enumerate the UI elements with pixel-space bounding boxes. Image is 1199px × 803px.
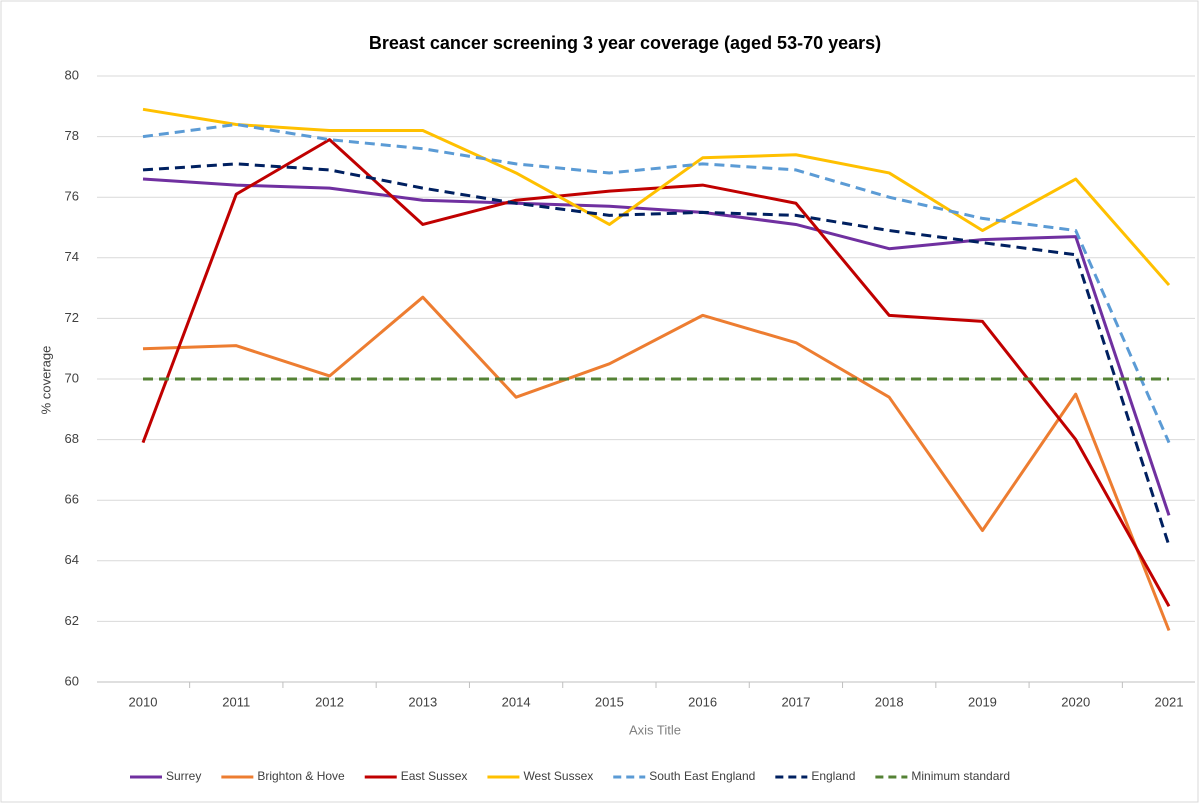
series-line bbox=[141, 138, 1171, 607]
x-tick-label: 2020 bbox=[1061, 694, 1090, 709]
y-tick-label: 76 bbox=[65, 189, 79, 204]
y-tick-label: 60 bbox=[65, 673, 79, 688]
legend-label: South East England bbox=[649, 769, 755, 783]
x-tick-label: 2016 bbox=[688, 694, 717, 709]
legend-label: West Sussex bbox=[523, 769, 593, 783]
x-tick-label: 2018 bbox=[875, 694, 904, 709]
x-tick-label: 2017 bbox=[781, 694, 810, 709]
chart-title: Breast cancer screening 3 year coverage … bbox=[369, 33, 881, 53]
x-tick-label: 2010 bbox=[129, 694, 158, 709]
x-tick-label: 2013 bbox=[408, 694, 437, 709]
legend-label: East Sussex bbox=[401, 769, 468, 783]
series-line bbox=[142, 107, 1171, 287]
x-tick-label: 2015 bbox=[595, 694, 624, 709]
x-tick-label: 2012 bbox=[315, 694, 344, 709]
series-line bbox=[142, 177, 1171, 516]
legend-label: England bbox=[811, 769, 855, 783]
series-line bbox=[142, 295, 1171, 632]
series-line bbox=[142, 162, 1171, 547]
y-tick-label: 70 bbox=[65, 370, 79, 385]
x-axis-title: Axis Title bbox=[629, 722, 681, 737]
x-tick-label: 2011 bbox=[222, 694, 250, 709]
y-tick-label: 78 bbox=[65, 128, 79, 143]
y-tick-label: 74 bbox=[65, 249, 79, 264]
x-tick-label: 2019 bbox=[968, 694, 997, 709]
y-tick-label: 66 bbox=[65, 492, 79, 507]
y-tick-label: 68 bbox=[65, 431, 79, 446]
y-tick-label: 72 bbox=[65, 310, 79, 325]
y-tick-label: 62 bbox=[65, 613, 79, 628]
legend-label: Brighton & Hove bbox=[257, 769, 345, 783]
series-line bbox=[142, 122, 1171, 444]
x-tick-label: 2021 bbox=[1155, 694, 1184, 709]
x-tick-label: 2014 bbox=[502, 694, 531, 709]
y-tick-label: 80 bbox=[65, 67, 79, 82]
legend-label: Minimum standard bbox=[911, 769, 1010, 783]
y-tick-label: 64 bbox=[65, 552, 79, 567]
legend-label: Surrey bbox=[166, 769, 201, 783]
y-axis-title: % coverage bbox=[38, 346, 53, 415]
